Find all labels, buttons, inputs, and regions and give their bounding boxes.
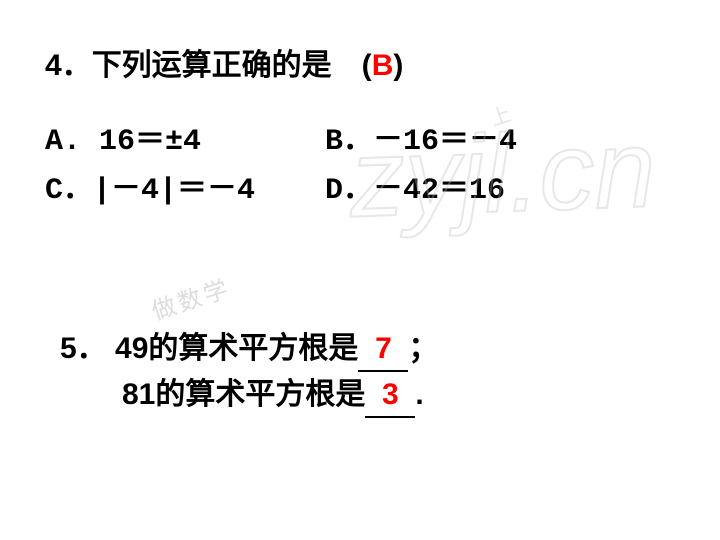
q4-option-a: A. 16＝±4	[45, 114, 325, 159]
q4-answer: B	[372, 49, 394, 82]
q4-stem: 4．下列运算正确的是 (B)	[45, 40, 675, 84]
q4-number: 4．	[45, 49, 92, 82]
q5-line1-pre: 49的算术平方根是	[115, 332, 358, 365]
watermark-small-1: 做数学	[147, 268, 235, 326]
question-5: 5． 49的算术平方根是7； 81的算术平方根是3.	[45, 328, 675, 418]
q5-blank-1: 7	[358, 328, 408, 372]
q4-stem-close: )	[393, 49, 403, 82]
q4-option-b: B．－16＝－4	[325, 114, 675, 159]
q5-number: 5．	[60, 332, 107, 365]
q4-stem-text: 下列运算正确的是 (	[92, 49, 372, 82]
q4-option-c: C．|－4|＝－4	[45, 163, 325, 208]
q5-line2-pre: 81的算术平方根是	[122, 378, 365, 411]
q5-line-1: 5． 49的算术平方根是7；	[60, 328, 675, 372]
q4-options: A. 16＝±4 B．－16＝－4 C．|－4|＝－4 D．－42＝16	[45, 114, 675, 208]
q5-line2-post: .	[415, 378, 423, 411]
q4-option-d: D．－42＝16	[325, 163, 675, 208]
question-4: 4．下列运算正确的是 (B) A. 16＝±4 B．－16＝－4 C．|－4|＝…	[45, 40, 675, 208]
q5-line1-post: ；	[408, 332, 438, 365]
slide-content: 上 zyjl.cn 4．下列运算正确的是 (B) A. 16＝±4 B．－16＝…	[0, 0, 720, 540]
q5-blank-2: 3	[365, 374, 415, 418]
q5-line-2: 81的算术平方根是3.	[60, 374, 675, 418]
